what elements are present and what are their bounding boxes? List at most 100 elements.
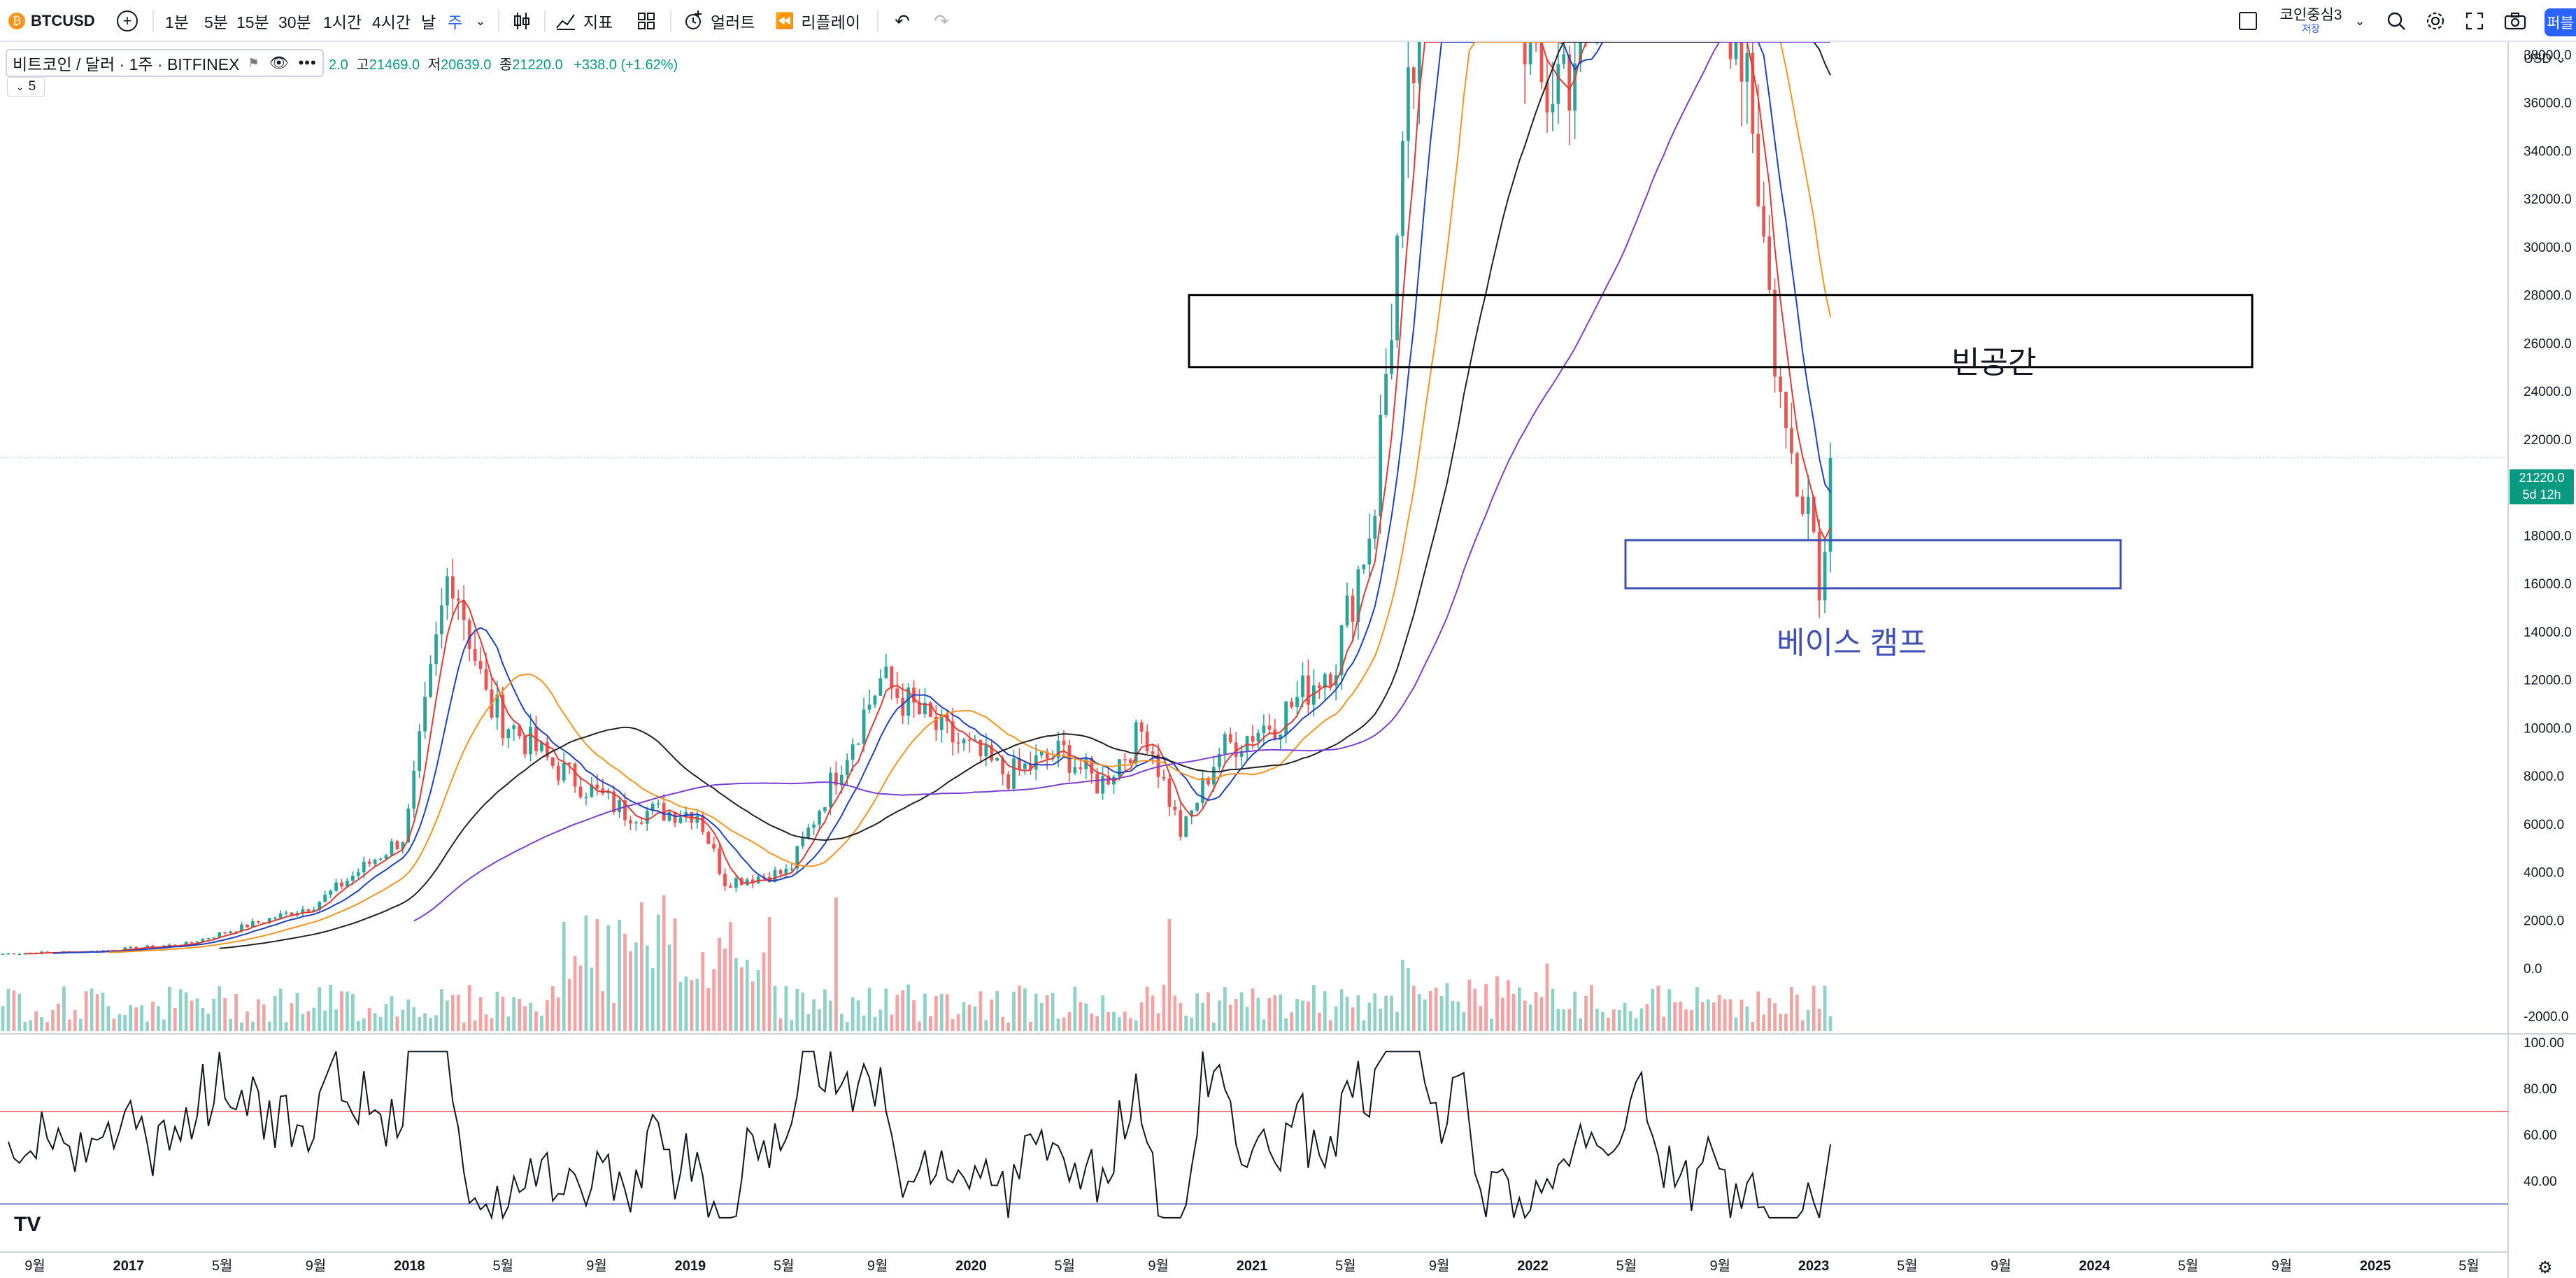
- candle-body: [667, 811, 671, 821]
- more-icon[interactable]: •••: [298, 54, 317, 71]
- volume-bar: [901, 990, 905, 1031]
- volume-bar: [140, 1005, 143, 1031]
- publish-button[interactable]: 퍼블: [2545, 8, 2576, 36]
- volume-bar: [1407, 967, 1410, 1031]
- replay-button[interactable]: ⏪ 리플레이: [775, 6, 866, 36]
- volume-bar: [390, 996, 394, 1031]
- volume-bar: [1551, 988, 1555, 1031]
- volume-bar: [129, 1005, 133, 1031]
- candle-body: [173, 944, 177, 946]
- templates-button[interactable]: [634, 6, 659, 36]
- interval-2[interactable]: 5분: [204, 13, 228, 31]
- candle-body: [1812, 497, 1816, 532]
- interval-3[interactable]: 15분: [236, 13, 269, 31]
- currency-label[interactable]: USD ⌄: [2524, 52, 2566, 66]
- replay-label: 리플레이: [801, 13, 861, 31]
- time-axis[interactable]: 9월 2017 5월 9월 2018 5월 9월 2019 5월 9월 2020 5월 9월 2021 5월…: [24, 1258, 2479, 1274]
- price-axis[interactable]: 38000.0 36000.0 34000.0 32000.0 30000.0 28000…: [2524, 48, 2572, 1277]
- candle-body: [1028, 763, 1032, 769]
- interval-4[interactable]: 30분: [278, 13, 311, 31]
- candle-body: [851, 744, 855, 760]
- candle-body: [839, 774, 844, 786]
- annotations[interactable]: [1188, 294, 2254, 590]
- layout-square-button[interactable]: [2235, 6, 2261, 36]
- time-tick-label: 5월: [1897, 1258, 1918, 1274]
- candle-body: [562, 762, 566, 781]
- interval-1[interactable]: 1분: [165, 13, 189, 31]
- candle-body: [706, 832, 711, 844]
- interval-5[interactable]: 1시간: [323, 13, 362, 31]
- volume-bar: [1417, 994, 1421, 1031]
- interval-dropdown-button[interactable]: ⌄: [470, 6, 491, 36]
- undo-button[interactable]: ↶: [890, 6, 915, 36]
- volume-bar: [173, 1007, 177, 1031]
- volume-bar: [262, 1004, 266, 1031]
- volume-bar: [67, 1019, 71, 1031]
- volume-bar: [1679, 1001, 1682, 1031]
- volume-bar: [1401, 960, 1404, 1031]
- volume-bar: [606, 925, 611, 1031]
- price-tick-label: 6000.0: [2524, 818, 2564, 832]
- volume-bar: [1734, 1017, 1738, 1031]
- volume-bar: [1700, 1002, 1705, 1031]
- rsi-tick-label: 40.00: [2524, 1174, 2557, 1189]
- candle-body: [190, 942, 194, 944]
- candle-body: [867, 704, 871, 710]
- alert-button[interactable]: 얼러트: [683, 6, 760, 36]
- candle-body: [12, 953, 16, 955]
- layout-dropdown-button[interactable]: ⌄: [2351, 6, 2368, 36]
- volume-bar: [684, 977, 688, 1031]
- volume-bar: [562, 921, 566, 1031]
- volume-bar: [23, 1021, 27, 1031]
- indicator-collapse-button[interactable]: ⌄ 5: [7, 77, 45, 97]
- interval-7[interactable]: 날: [421, 13, 436, 31]
- snapshot-button[interactable]: [2501, 6, 2529, 36]
- price-tick-label: 26000.0: [2524, 336, 2572, 351]
- gap-zone-label[interactable]: 빈공간: [1951, 346, 2037, 380]
- axis-settings-icon[interactable]: ⚙: [2538, 1258, 2553, 1277]
- candle-body: [267, 918, 271, 923]
- volume-bar: [395, 1016, 399, 1031]
- volume-bar: [1328, 1020, 1332, 1031]
- gap-zone-box[interactable]: [1188, 294, 2254, 369]
- indicators-button[interactable]: 지표: [555, 6, 624, 36]
- fullscreen-button[interactable]: [2462, 6, 2487, 36]
- volume-bar: [545, 1000, 549, 1031]
- ohlc-low-label: 저: [427, 57, 441, 73]
- search-button[interactable]: [2384, 6, 2409, 36]
- volume-bar: [1128, 1018, 1132, 1031]
- base-camp-label[interactable]: 베이스 캠프: [1777, 626, 1927, 660]
- eye-icon[interactable]: 👁: [269, 54, 289, 71]
- layout-name-button[interactable]: 코인중심3 저장: [2270, 6, 2351, 36]
- candle-body: [884, 666, 888, 679]
- interval-8[interactable]: 주: [448, 13, 463, 31]
- volume-bar: [112, 1018, 116, 1031]
- settings-button[interactable]: [2423, 6, 2448, 36]
- redo-button[interactable]: ↷: [929, 6, 954, 36]
- time-tick-label: 2018: [394, 1258, 425, 1274]
- volume-bar: [1784, 1014, 1788, 1031]
- chart-type-button[interactable]: [508, 6, 536, 36]
- symbol-search-button[interactable]: ₿ BTCUSD: [8, 0, 95, 42]
- candle-body: [218, 932, 222, 938]
- volume-bar: [145, 1021, 149, 1031]
- symbol-legend[interactable]: 비트코인 / 달러 · 1주 · BITFINEX ⚑ 👁 •••: [6, 49, 324, 77]
- volume-bar: [267, 1021, 271, 1031]
- volume-bar: [750, 981, 755, 1031]
- base-camp-box[interactable]: [1624, 539, 2122, 590]
- candle-body: [1217, 753, 1221, 767]
- price-chart[interactable]: TV 38000.0 36000.0 34000.0 32000.0 30000.0 28…: [0, 42, 2576, 1278]
- interval-6[interactable]: 4시간: [372, 13, 411, 31]
- volume-bar: [540, 1016, 543, 1031]
- volume-bar: [1762, 1014, 1766, 1031]
- candle-body: [501, 694, 505, 739]
- candle-body: [223, 932, 227, 934]
- volume-bar: [1462, 1011, 1466, 1031]
- volume-bar: [573, 956, 577, 1031]
- candle-body: [450, 576, 455, 599]
- candle-body: [462, 600, 466, 620]
- volume-bar: [234, 993, 238, 1031]
- candle-body: [1073, 767, 1077, 773]
- volume-bar: [1662, 1016, 1666, 1031]
- add-symbol-button[interactable]: +: [112, 6, 143, 36]
